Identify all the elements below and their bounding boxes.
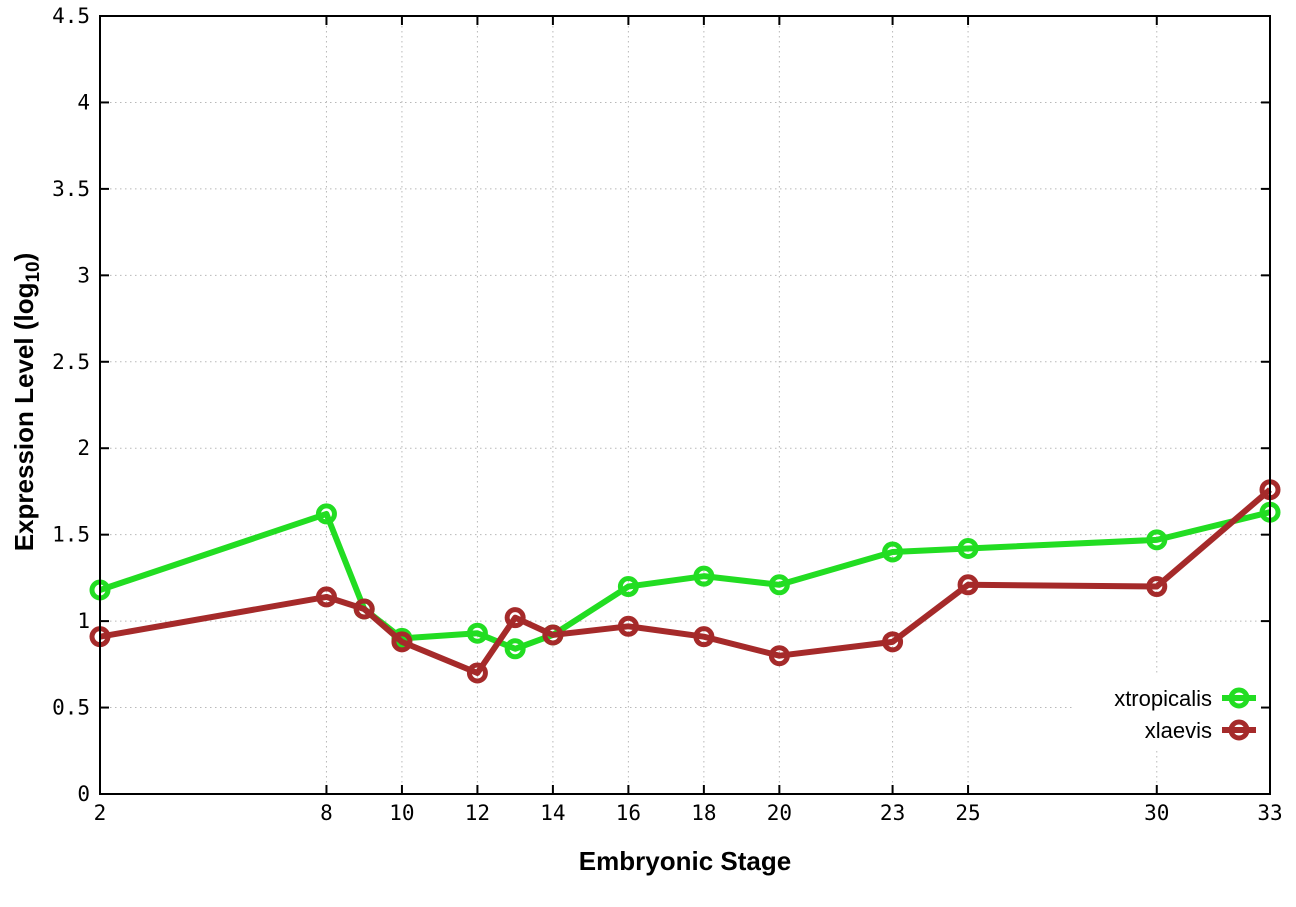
x-tick-label: 14 bbox=[540, 801, 565, 825]
data-point-xtropicalis bbox=[315, 503, 337, 525]
x-tick-label: 20 bbox=[767, 801, 792, 825]
x-tick-label: 16 bbox=[616, 801, 641, 825]
data-point-xlaevis bbox=[617, 615, 639, 637]
x-tick-label: 25 bbox=[955, 801, 980, 825]
legend-label-xlaevis: xlaevis bbox=[1145, 718, 1212, 743]
series-line-xtropicalis bbox=[99, 509, 1271, 652]
data-point-xtropicalis bbox=[1146, 529, 1168, 551]
data-point-xlaevis bbox=[466, 662, 488, 684]
x-tick-label: 8 bbox=[320, 801, 333, 825]
x-tick-label: 10 bbox=[389, 801, 414, 825]
y-tick-label: 0.5 bbox=[52, 696, 90, 720]
x-tick-label: 33 bbox=[1257, 801, 1282, 825]
legend-sample-marker-xlaevis bbox=[1228, 719, 1250, 741]
x-tick-label: 12 bbox=[465, 801, 490, 825]
data-point-xlaevis bbox=[391, 631, 413, 653]
y-axis-title-suffix: ) bbox=[8, 252, 39, 262]
plot-border bbox=[99, 15, 1271, 795]
y-tick-label: 2.5 bbox=[52, 350, 90, 374]
legend-label-xtropicalis: xtropicalis bbox=[1114, 686, 1212, 711]
data-point-xlaevis bbox=[353, 598, 375, 620]
x-tick-label: 2 bbox=[94, 801, 107, 825]
data-point-xtropicalis bbox=[882, 541, 904, 563]
y-tick-label: 1.5 bbox=[52, 523, 90, 547]
y-axis-title-subscript: 10 bbox=[23, 261, 45, 283]
y-tick-label: 4.5 bbox=[52, 4, 90, 28]
data-point-xlaevis bbox=[542, 624, 564, 646]
y-tick-label: 0 bbox=[77, 782, 90, 806]
x-tick-label: 18 bbox=[691, 801, 716, 825]
x-axis-title: Embryonic Stage bbox=[578, 846, 792, 876]
x-tick-label: 23 bbox=[880, 801, 905, 825]
data-point-xtropicalis bbox=[466, 622, 488, 644]
y-axis-title-main: Expression Level (log bbox=[8, 282, 39, 552]
y-tick-label: 2 bbox=[77, 436, 90, 460]
legend-sample-marker-xtropicalis bbox=[1228, 687, 1250, 709]
data-point-xtropicalis bbox=[504, 638, 526, 660]
data-point-xlaevis bbox=[504, 607, 526, 629]
y-axis-title: Expression Level (log10) bbox=[9, 253, 45, 552]
y-tick-label: 1 bbox=[77, 609, 90, 633]
data-point-xlaevis bbox=[882, 631, 904, 653]
data-point-xlaevis bbox=[315, 586, 337, 608]
y-tick-label: 4 bbox=[77, 90, 90, 114]
data-point-xlaevis bbox=[957, 574, 979, 596]
y-tick-label: 3 bbox=[77, 263, 90, 287]
y-tick-label: 3.5 bbox=[52, 177, 90, 201]
data-point-xtropicalis bbox=[768, 574, 790, 596]
data-point-xlaevis bbox=[693, 626, 715, 648]
data-point-xtropicalis bbox=[693, 565, 715, 587]
data-point-xlaevis bbox=[1146, 576, 1168, 598]
data-point-xlaevis bbox=[768, 645, 790, 667]
data-point-xtropicalis bbox=[617, 576, 639, 598]
data-point-xtropicalis bbox=[957, 537, 979, 559]
x-tick-label: 30 bbox=[1144, 801, 1169, 825]
